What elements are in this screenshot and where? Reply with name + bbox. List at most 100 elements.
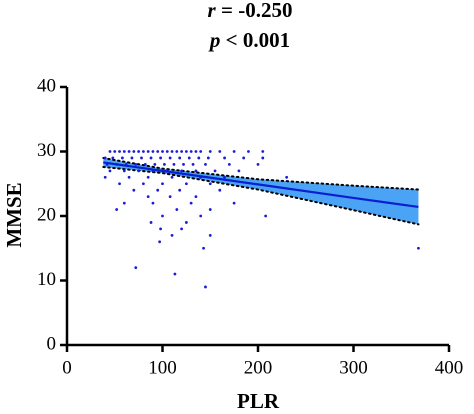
point <box>202 246 205 250</box>
point <box>130 156 134 160</box>
point <box>122 169 126 173</box>
point <box>151 150 155 153</box>
point <box>120 156 124 160</box>
y-tick-label: 40 <box>37 75 56 96</box>
point <box>158 240 162 244</box>
point <box>175 208 179 211</box>
point <box>232 201 236 205</box>
point <box>134 163 138 166</box>
y-tick-label: 30 <box>37 140 56 161</box>
point <box>172 163 176 166</box>
x-tick-label: 300 <box>339 357 368 378</box>
point <box>170 175 174 179</box>
point <box>417 246 420 250</box>
point <box>182 163 185 166</box>
point <box>137 169 141 173</box>
point <box>108 150 112 153</box>
point <box>204 163 207 166</box>
y-tick-label: 20 <box>37 204 56 225</box>
point <box>163 163 166 166</box>
point <box>103 156 107 160</box>
point <box>175 150 179 153</box>
point <box>184 221 188 224</box>
x-tick-label: 400 <box>435 357 464 378</box>
point <box>103 175 107 179</box>
point <box>227 163 231 166</box>
point <box>118 182 121 186</box>
point <box>223 156 226 160</box>
point <box>242 156 246 160</box>
annotation-text: < 0.001 <box>220 28 290 52</box>
point <box>132 150 136 153</box>
point <box>149 221 153 224</box>
point <box>146 150 150 153</box>
annotation-symbol: p <box>208 28 221 52</box>
point <box>161 150 164 153</box>
ci-lower <box>102 165 420 226</box>
point <box>168 156 172 160</box>
point <box>197 156 201 160</box>
point <box>156 188 160 192</box>
point <box>256 163 260 166</box>
point <box>218 188 222 192</box>
point <box>122 150 126 153</box>
point <box>159 227 162 231</box>
point <box>134 266 138 269</box>
point <box>208 150 212 153</box>
point <box>108 169 112 173</box>
point <box>199 150 203 153</box>
x-tick-label: 100 <box>148 357 177 378</box>
point <box>170 233 174 237</box>
point <box>122 201 126 205</box>
point <box>149 156 153 160</box>
y-tick-label: 0 <box>47 333 57 354</box>
point <box>189 201 193 205</box>
point <box>199 214 203 218</box>
point <box>184 150 188 153</box>
point <box>118 150 121 153</box>
point <box>261 150 265 153</box>
point <box>137 150 141 153</box>
point <box>184 182 188 186</box>
point <box>187 156 191 160</box>
point <box>178 156 182 160</box>
point <box>223 175 226 179</box>
x-axis-label: PLR <box>237 389 280 413</box>
annotation-text: = -0.250 <box>216 0 293 22</box>
point <box>168 195 172 199</box>
point <box>159 156 162 160</box>
y-tick-label: 10 <box>37 269 56 290</box>
point <box>194 195 198 199</box>
point <box>191 163 195 166</box>
point <box>142 150 145 153</box>
point <box>113 150 117 153</box>
point <box>261 156 265 160</box>
point <box>180 227 184 231</box>
point <box>161 214 164 218</box>
point <box>132 188 136 192</box>
point <box>146 175 150 179</box>
point <box>208 182 212 186</box>
point <box>170 150 174 153</box>
ci-upper <box>102 156 420 191</box>
point <box>111 156 115 160</box>
fit-line <box>103 161 419 209</box>
point <box>127 150 131 153</box>
point <box>143 163 147 166</box>
point <box>153 163 157 166</box>
point <box>208 208 212 211</box>
point <box>206 156 210 160</box>
point <box>237 169 241 173</box>
x-tick-label: 200 <box>244 357 273 378</box>
point <box>142 182 145 186</box>
point <box>165 150 169 153</box>
point <box>264 214 268 218</box>
point <box>115 208 119 211</box>
point <box>180 150 184 153</box>
point <box>194 169 198 173</box>
point <box>232 150 236 153</box>
point <box>178 188 182 192</box>
point <box>156 150 160 153</box>
annotation: r = -0.250 <box>208 0 293 22</box>
